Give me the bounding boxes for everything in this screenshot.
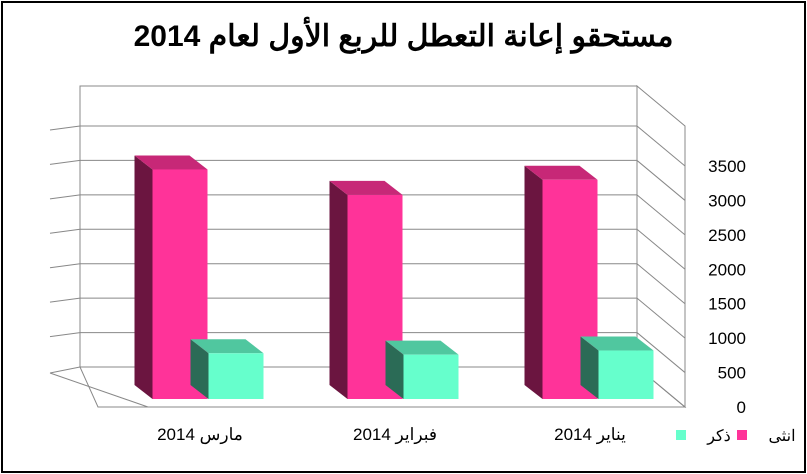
y-tick-label: 3500 (708, 157, 746, 176)
gridline-left (49, 159, 81, 165)
gridline-left (49, 228, 81, 234)
chart-title: مستحقو إعانة التعطل للربع الأول لعام 201… (133, 20, 674, 53)
bar-top (524, 165, 598, 180)
bar-top (580, 336, 654, 351)
gridline-side (636, 228, 686, 270)
bar-top (134, 155, 208, 170)
bar-side (134, 155, 153, 399)
gridline-side (636, 194, 686, 236)
bar (403, 354, 459, 399)
legend-label: انثى (768, 428, 795, 445)
bar-top (329, 180, 403, 195)
y-tick-label: 3000 (708, 191, 746, 210)
floor-edge-left (49, 366, 81, 374)
gridline-left (49, 194, 81, 200)
y-tick-label: 1500 (708, 295, 746, 314)
gridline-side (636, 160, 686, 201)
bars (134, 155, 654, 399)
category-label: يناير 2014 (554, 425, 626, 445)
y-tick-label: 500 (718, 364, 746, 383)
floor-edge-front (49, 372, 149, 408)
bar (598, 350, 654, 399)
legend-swatch (737, 430, 747, 440)
gridline-side (636, 297, 686, 339)
gridline-side (636, 263, 686, 305)
gridline-left (49, 332, 81, 338)
bar-top (190, 339, 264, 354)
legend-swatch (676, 430, 686, 440)
category-label: مارس 2014 (157, 425, 243, 445)
bar-side (385, 340, 404, 399)
y-tick-label: 2000 (708, 260, 746, 279)
gridline-left (49, 297, 81, 303)
legend: انثى ذكر (676, 428, 796, 445)
gridline-left (49, 263, 81, 269)
y-tick-label: 2500 (708, 226, 746, 245)
bar-top (385, 340, 459, 355)
y-tick-label: 1000 (708, 329, 746, 348)
bar-side (329, 180, 348, 399)
category-label: فبراير 2014 (353, 425, 437, 445)
bar-side (580, 336, 599, 399)
gridline-left (49, 125, 81, 131)
bar (208, 353, 264, 399)
bar-side (190, 339, 209, 399)
bar-side (524, 165, 543, 399)
gridline-side (636, 332, 686, 373)
category-labels: مارس 2014 فبراير 2014 يناير 2014 (157, 425, 626, 445)
gridline-side (636, 125, 686, 167)
y-tick-labels: 0 500 1000 1500 2000 2500 3000 3500 (708, 157, 746, 417)
y-tick-label: 0 (737, 398, 746, 417)
legend-label: ذكر (706, 428, 731, 445)
